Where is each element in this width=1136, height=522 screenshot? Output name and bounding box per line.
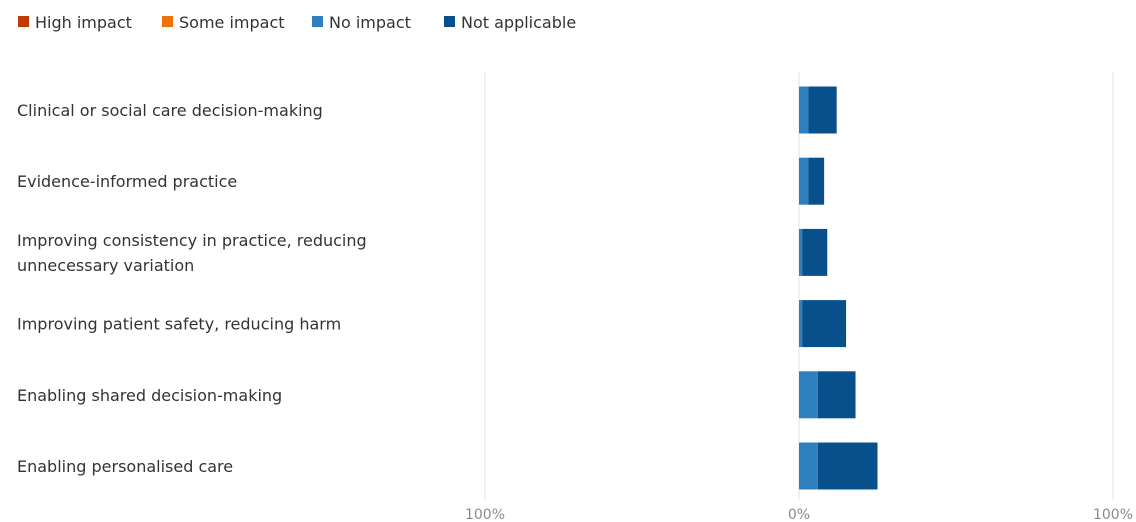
tick-label-zero: 0% (788, 507, 810, 522)
bar-no-impact-3 (799, 228, 803, 276)
bar-no-impact-1 (799, 86, 809, 134)
bar-no-impact-4 (799, 300, 803, 348)
category-label: Improving consistency in practice, reduc… (17, 231, 367, 250)
bar-not-applicable-4 (802, 300, 847, 348)
category-label: Enabling shared decision-making (17, 386, 282, 405)
category-label: Clinical or social care decision-making (17, 101, 323, 120)
legend-label-high-impact: High impact (35, 13, 132, 32)
axis-tick-labels: 100% 0% 100% (465, 507, 1133, 522)
legend-swatch-no-impact (312, 16, 323, 27)
gridlines (484, 72, 1114, 500)
category-label: Enabling personalised care (17, 457, 233, 476)
category-label: unnecessary variation (17, 256, 194, 275)
bar-not-applicable-6 (817, 442, 878, 490)
tick-label-left: 100% (465, 507, 505, 522)
bar-no-impact-6 (799, 442, 818, 490)
legend-swatch-high-impact (18, 16, 29, 27)
bar-not-applicable-3 (802, 228, 828, 276)
legend-label-some-impact: Some impact (179, 13, 285, 32)
legend-swatch-some-impact (162, 16, 173, 27)
category-label: Improving patient safety, reducing harm (17, 315, 341, 334)
category-label: Evidence-informed practice (17, 172, 237, 191)
bar-not-applicable-1 (808, 86, 837, 134)
bar-no-impact-2 (799, 157, 809, 205)
bars (799, 86, 878, 490)
legend: High impact Some impact No impact Not appli… (18, 13, 576, 32)
legend-swatch-not-applicable (444, 16, 455, 27)
legend-label-no-impact: No impact (329, 13, 411, 32)
tick-label-right: 100% (1093, 507, 1133, 522)
legend-label-not-applicable: Not applicable (461, 13, 576, 32)
bar-not-applicable-5 (817, 371, 856, 419)
bar-not-applicable-2 (808, 157, 825, 205)
bar-no-impact-5 (799, 371, 818, 419)
category-labels: Clinical or social care decision-making E… (17, 101, 367, 476)
